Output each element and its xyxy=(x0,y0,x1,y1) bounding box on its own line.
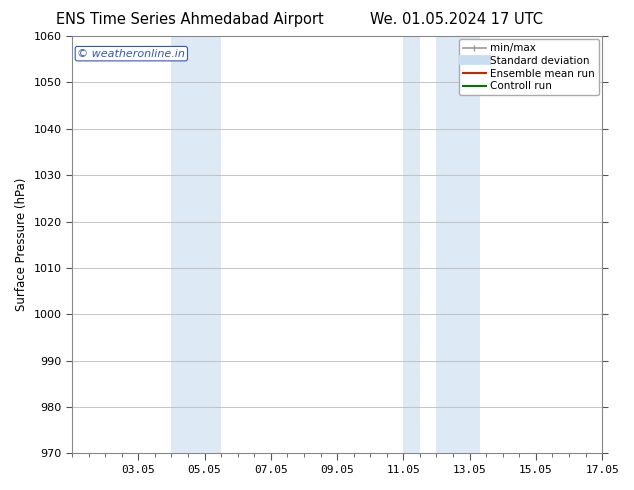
Bar xyxy=(171,36,221,453)
Text: We. 01.05.2024 17 UTC: We. 01.05.2024 17 UTC xyxy=(370,12,543,27)
Text: ENS Time Series Ahmedabad Airport: ENS Time Series Ahmedabad Airport xyxy=(56,12,324,27)
Bar xyxy=(403,36,420,453)
Y-axis label: Surface Pressure (hPa): Surface Pressure (hPa) xyxy=(15,178,28,311)
Bar xyxy=(436,36,479,453)
Text: © weatheronline.in: © weatheronline.in xyxy=(77,49,185,59)
Legend: min/max, Standard deviation, Ensemble mean run, Controll run: min/max, Standard deviation, Ensemble me… xyxy=(459,39,599,96)
